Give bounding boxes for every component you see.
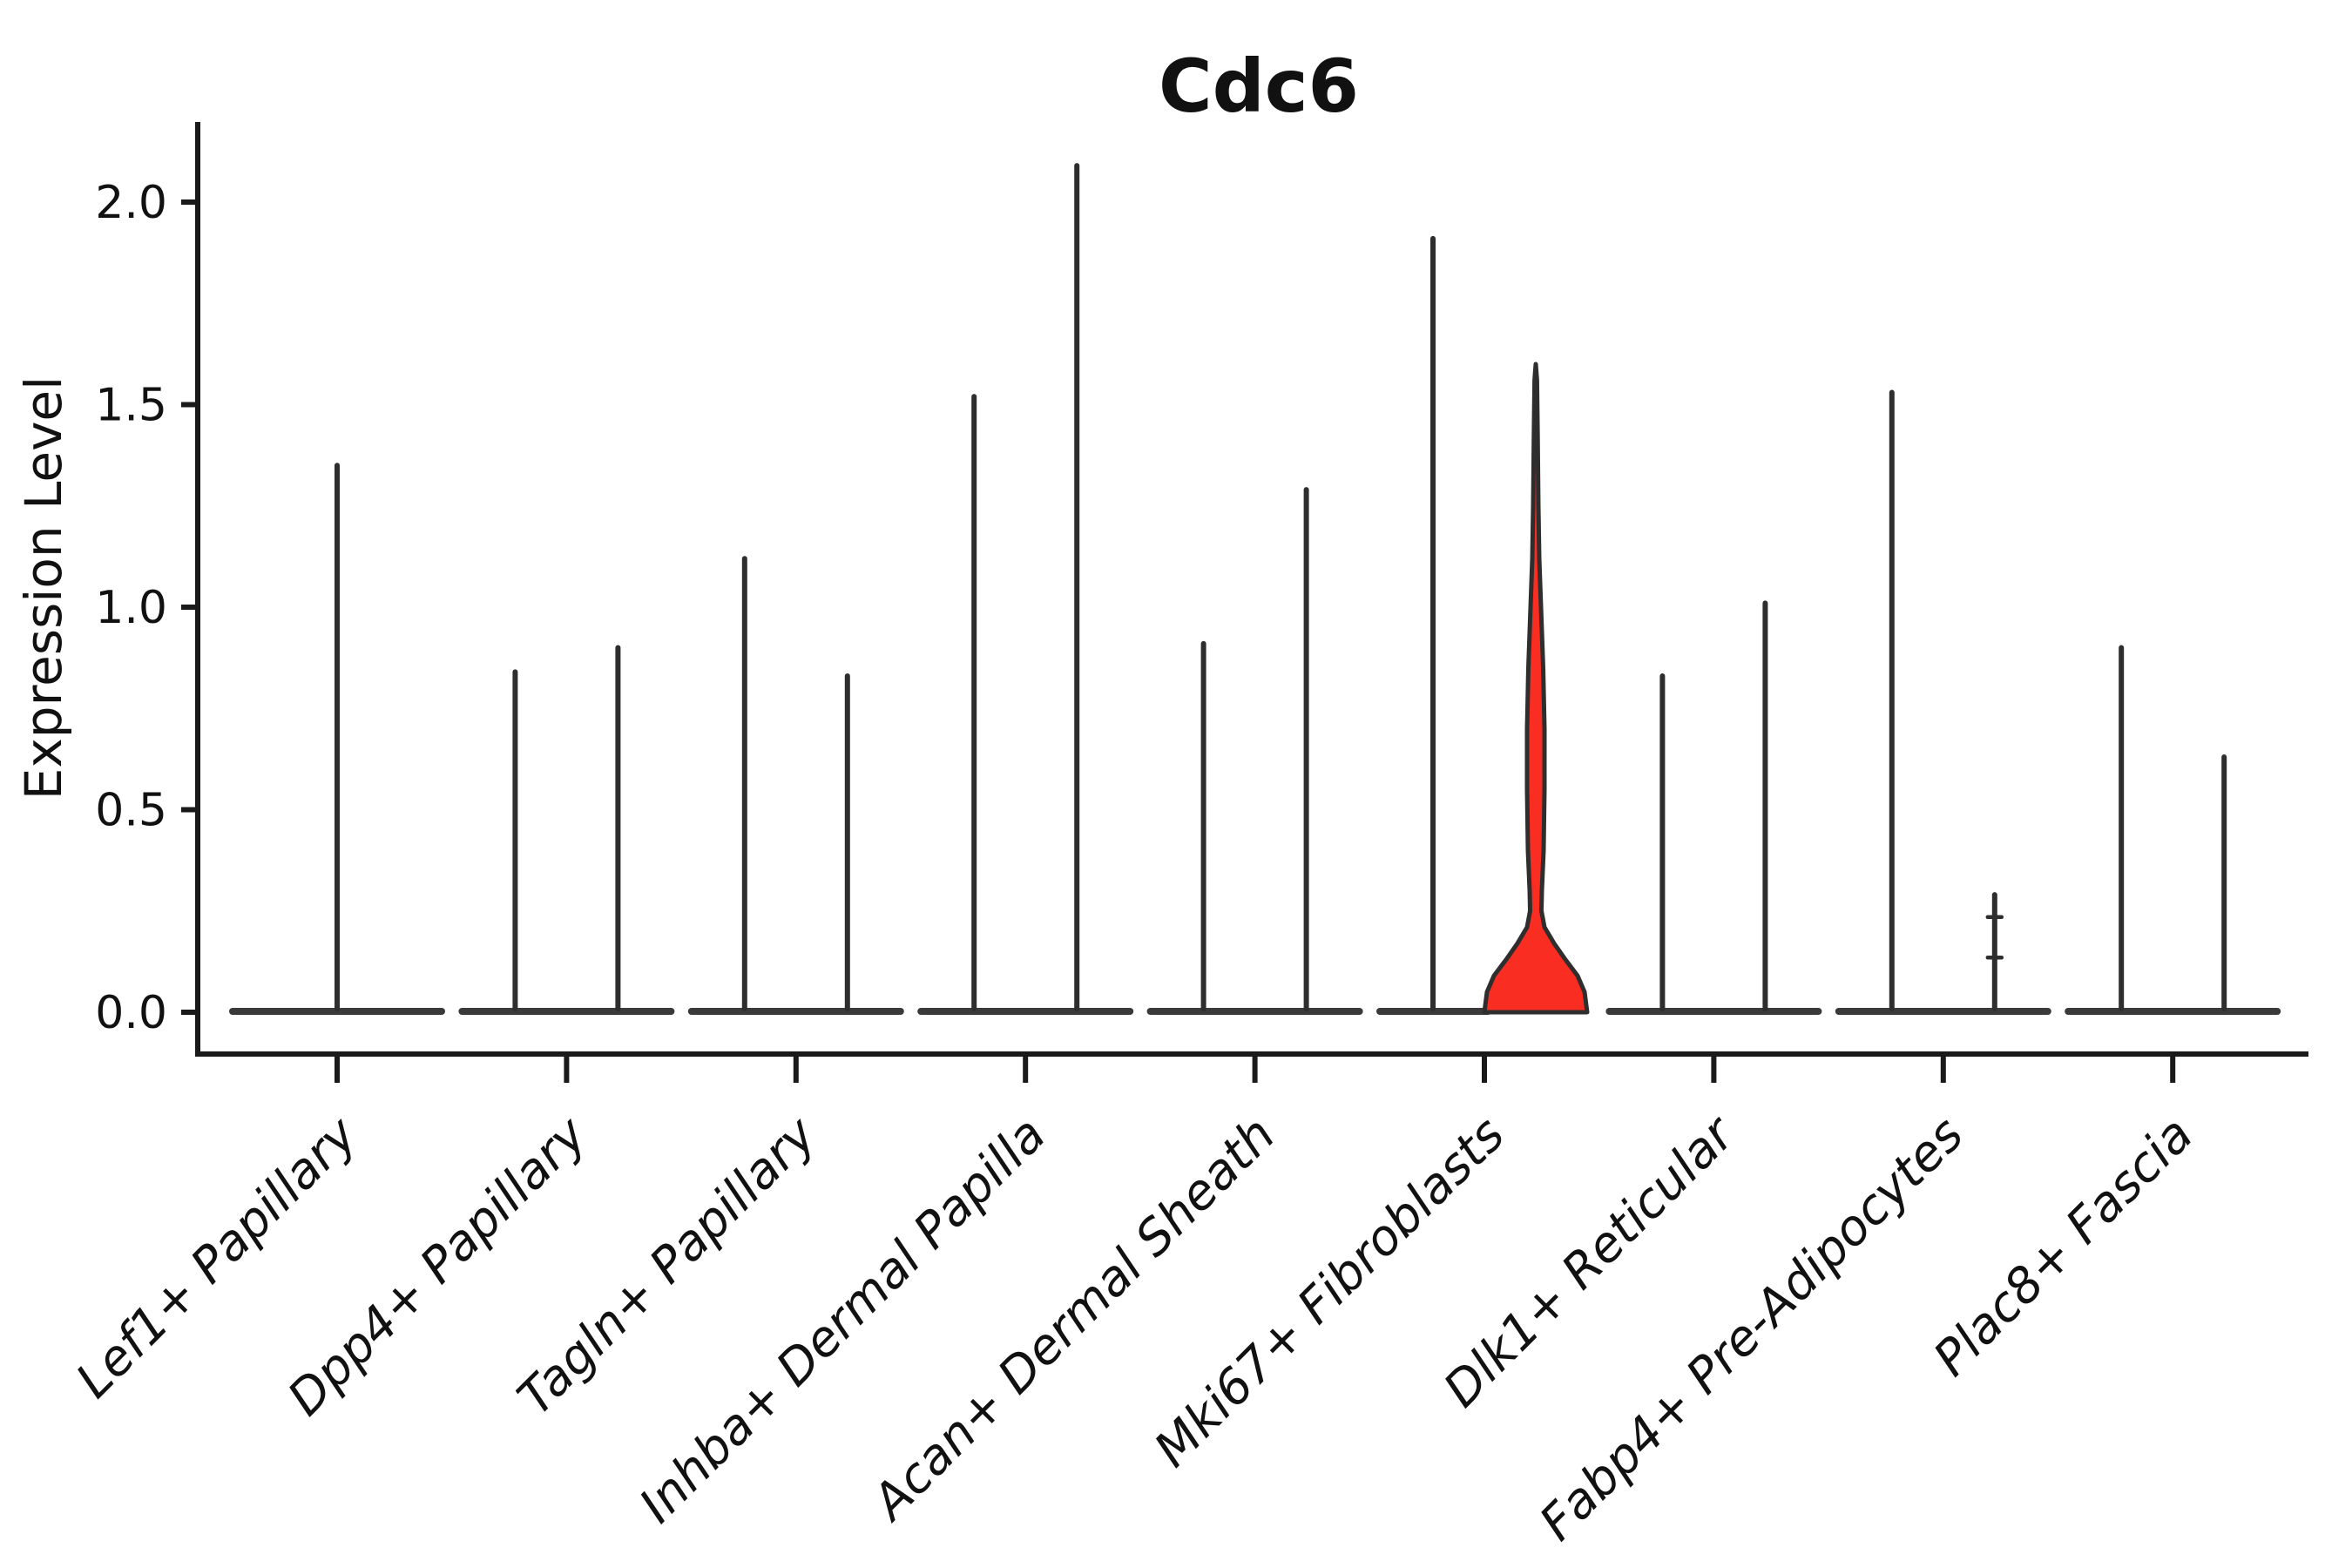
violins bbox=[229, 163, 2281, 1015]
y-tick-label: 2.0 bbox=[95, 177, 167, 229]
violin bbox=[687, 556, 904, 1015]
y-tick-label: 0.0 bbox=[95, 987, 167, 1039]
violin bbox=[2065, 645, 2281, 1015]
y-tick-label: 0.5 bbox=[95, 785, 167, 837]
x-tick-label: Acan+ Dermal Sheath bbox=[860, 1106, 1286, 1532]
violin bbox=[229, 463, 445, 1015]
y-axis-ticks: 0.0 0.5 1.0 1.5 2.0 bbox=[95, 177, 198, 1039]
violin bbox=[1146, 487, 1363, 1015]
violin bbox=[1605, 600, 1822, 1015]
violin bbox=[1376, 235, 1590, 1015]
x-axis-ticks bbox=[335, 1054, 2176, 1083]
axis-spines bbox=[195, 122, 2308, 1057]
highlighted-violin bbox=[1482, 362, 1590, 1015]
x-tick-label: Fabp4+ Pre-Adipocytes bbox=[1529, 1106, 1974, 1551]
y-axis-label: Expression Level bbox=[14, 376, 73, 800]
violin bbox=[917, 163, 1134, 1015]
y-tick-label: 1.5 bbox=[95, 380, 167, 432]
y-tick-label: 1.0 bbox=[95, 582, 167, 634]
x-tick-label: Inhba+ Dermal Papilla bbox=[629, 1106, 1057, 1534]
plot-title: Cdc6 bbox=[1159, 44, 1359, 129]
violin bbox=[458, 645, 675, 1015]
violin bbox=[1835, 389, 2051, 1015]
